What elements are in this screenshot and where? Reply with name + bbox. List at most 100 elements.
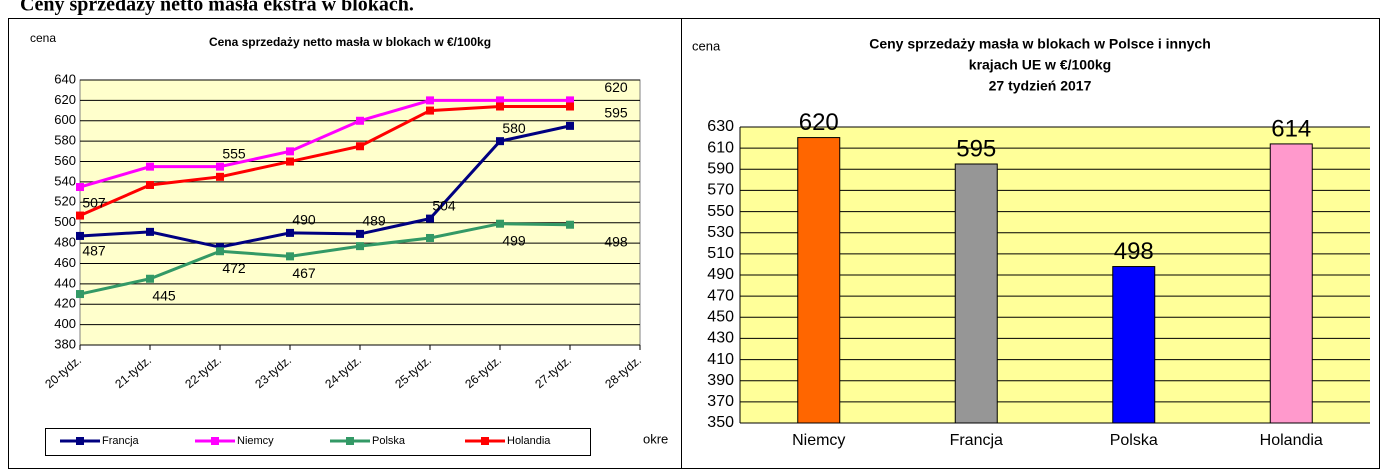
x-axis-label: okre xyxy=(643,431,668,446)
x-tick-label: Niemcy xyxy=(792,432,845,449)
point-marker xyxy=(356,116,364,125)
y-tick-label: 590 xyxy=(707,161,734,178)
x-tick-label: 28-tydz. xyxy=(602,353,644,391)
value-label: 507 xyxy=(82,194,106,210)
y-tick-label: 570 xyxy=(707,182,734,199)
legend-marker xyxy=(211,437,219,445)
legend-label: Francja xyxy=(102,435,140,447)
y-tick-label: 350 xyxy=(707,414,734,431)
series-line xyxy=(79,98,570,189)
value-label: 504 xyxy=(432,197,456,213)
x-tick-label: 23-tydz. xyxy=(252,353,294,391)
x-tick-label: 26-tydz. xyxy=(462,353,504,391)
x-tick-label: 22-tydz. xyxy=(182,353,224,391)
value-label: 498 xyxy=(604,233,628,249)
y-tick-label: 420 xyxy=(54,296,76,311)
legend-label: Polska xyxy=(372,435,406,447)
point-marker xyxy=(76,211,84,220)
bar xyxy=(954,163,998,424)
x-tick-label: 21-tydz. xyxy=(112,353,154,391)
point-marker xyxy=(286,228,294,237)
value-label: 445 xyxy=(152,287,176,303)
y-tick-label: 600 xyxy=(54,112,76,127)
y-tick-label: 510 xyxy=(707,245,734,262)
point-marker xyxy=(426,233,434,242)
point-marker xyxy=(426,214,434,223)
chart-title: 27 tydzień 2017 xyxy=(989,78,1092,94)
y-tick-label: 370 xyxy=(707,393,734,410)
x-tick-label: Holandia xyxy=(1260,432,1323,449)
chart-title: Ceny sprzedaży masła w blokach w Polsce … xyxy=(869,36,1211,52)
point-marker xyxy=(356,242,364,251)
series-line xyxy=(79,124,571,249)
y-tick-label: 490 xyxy=(707,266,734,283)
legend-marker xyxy=(346,437,354,445)
bar xyxy=(797,137,841,424)
x-tick-label: 24-tydz. xyxy=(322,353,364,391)
point-marker xyxy=(76,290,84,299)
y-tick-label: 430 xyxy=(707,330,734,347)
point-marker xyxy=(286,147,294,156)
value-label: 595 xyxy=(604,105,628,121)
point-marker xyxy=(216,247,224,256)
y-tick-label: 450 xyxy=(707,309,734,326)
value-label: 580 xyxy=(502,120,526,136)
x-tick-label: 20-tydz. xyxy=(42,353,84,391)
y-tick-label: 560 xyxy=(54,153,76,168)
point-marker xyxy=(356,229,364,238)
legend-marker xyxy=(76,437,84,445)
bar xyxy=(1269,143,1313,424)
y-tick-label: 550 xyxy=(707,203,734,220)
y-tick-label: 400 xyxy=(54,316,76,331)
y-tick-label: 500 xyxy=(54,214,76,229)
bar xyxy=(1112,266,1156,424)
value-label: 490 xyxy=(292,212,316,228)
series-line xyxy=(79,222,571,296)
point-marker xyxy=(146,227,154,236)
y-tick-label: 470 xyxy=(707,287,734,304)
y-tick-label: 390 xyxy=(707,372,734,389)
point-marker xyxy=(216,243,224,252)
value-label: 499 xyxy=(502,232,526,248)
point-marker xyxy=(426,106,434,115)
value-label: 498 xyxy=(1114,238,1154,265)
point-marker xyxy=(566,96,574,105)
point-marker xyxy=(286,252,294,261)
value-label: 595 xyxy=(956,135,996,162)
y-tick-label: 620 xyxy=(54,92,76,107)
chart-title: krajach UE w €/100kg xyxy=(969,57,1111,73)
y-tick-label: 640 xyxy=(54,71,76,86)
point-marker xyxy=(496,96,504,105)
point-marker xyxy=(566,121,574,130)
x-tick-label: Polska xyxy=(1110,432,1158,449)
legend-label: Holandia xyxy=(507,435,551,447)
point-marker xyxy=(76,183,84,192)
y-tick-label: 580 xyxy=(54,133,76,148)
value-label: 489 xyxy=(362,213,386,229)
legend-box xyxy=(45,428,591,456)
series-line xyxy=(79,105,570,217)
y-tick-label: 410 xyxy=(707,351,734,368)
y-tick-label: 460 xyxy=(54,255,76,270)
y-tick-label: 530 xyxy=(707,224,734,241)
x-tick-label: 25-tydz. xyxy=(392,353,434,391)
value-label: 555 xyxy=(222,145,246,161)
point-marker xyxy=(496,102,504,111)
value-label: 620 xyxy=(799,109,839,136)
y-tick-label: 630 xyxy=(707,118,734,135)
heading: Ceny sprzedaży netto masła ekstra w blok… xyxy=(20,0,414,16)
x-tick-label: Francja xyxy=(950,432,1003,449)
value-label: 472 xyxy=(222,260,246,276)
point-marker xyxy=(76,231,84,240)
point-marker xyxy=(216,162,224,171)
value-label: 487 xyxy=(82,243,106,259)
point-marker xyxy=(286,157,294,166)
y-tick-label: 440 xyxy=(54,275,76,290)
point-marker xyxy=(216,172,224,181)
value-label: 467 xyxy=(292,265,316,281)
y-tick-label: 380 xyxy=(54,336,76,351)
point-marker xyxy=(496,219,504,228)
point-marker xyxy=(146,180,154,189)
legend-label: Niemcy xyxy=(237,435,274,447)
